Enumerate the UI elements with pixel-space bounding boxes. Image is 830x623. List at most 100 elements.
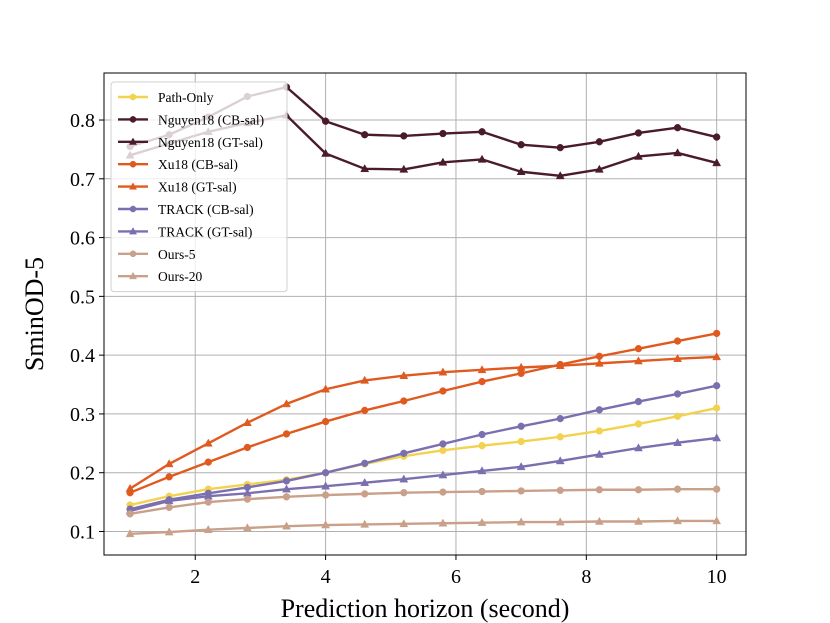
legend-entry-path-only: Path-Only bbox=[118, 90, 214, 105]
data-point-xu18-cb-sal bbox=[204, 458, 212, 466]
legend-swatch-marker bbox=[129, 205, 137, 213]
data-point-path-only bbox=[713, 404, 721, 412]
y-tick-label: 0.1 bbox=[70, 521, 95, 543]
data-point-xu18-gt-sal bbox=[125, 483, 135, 492]
data-point-xu18-gt-sal bbox=[634, 356, 643, 365]
data-point-ours-5 bbox=[517, 487, 525, 495]
y-tick-label: 0.6 bbox=[70, 228, 95, 250]
series-track-gt-sal bbox=[125, 433, 722, 515]
data-point-xu18-cb-sal bbox=[517, 369, 525, 378]
data-point-path-only bbox=[595, 427, 604, 435]
data-point-xu18-cb-sal bbox=[243, 443, 252, 452]
data-point-track-gt-sal bbox=[634, 443, 643, 452]
legend-label: Xu18 (CB-sal) bbox=[158, 157, 238, 172]
data-point-nguyen18-cb-sal bbox=[595, 138, 604, 146]
data-point-track-gt-sal bbox=[712, 433, 722, 442]
data-point-ours-20 bbox=[321, 520, 331, 529]
series-line-track-cb-sal bbox=[129, 384, 717, 511]
series-line-path-only bbox=[129, 406, 717, 507]
data-point-xu18-cb-sal bbox=[165, 473, 173, 481]
legend-entry-ours-5: Ours-5 bbox=[118, 247, 196, 262]
data-point-ours-20 bbox=[673, 516, 682, 525]
series-line-xu18-cb-sal bbox=[129, 332, 717, 494]
legend-label: Nguyen18 (GT-sal) bbox=[158, 135, 263, 150]
data-point-nguyen18-cb-sal bbox=[400, 132, 408, 140]
data-point-ours-20 bbox=[712, 516, 722, 525]
data-point-ours-5 bbox=[400, 489, 408, 497]
data-point-xu18-gt-sal bbox=[399, 371, 409, 379]
data-point-ours-20 bbox=[438, 518, 448, 527]
legend-swatch-marker bbox=[128, 271, 138, 280]
x-tick-label: 10 bbox=[707, 566, 727, 588]
legend-label: TRACK (GT-sal) bbox=[158, 224, 252, 239]
data-point-nguyen18-cb-sal bbox=[361, 131, 369, 139]
y-axis-label: SminOD-5 bbox=[20, 257, 49, 371]
data-point-ours-5 bbox=[478, 487, 486, 496]
legend-label: Ours-20 bbox=[158, 269, 202, 284]
data-point-path-only bbox=[556, 433, 564, 441]
data-point-xu18-gt-sal bbox=[282, 399, 291, 408]
legend-entry-ours-20: Ours-20 bbox=[118, 269, 202, 284]
legend-label: Xu18 (GT-sal) bbox=[158, 180, 237, 195]
data-point-xu18-gt-sal bbox=[673, 353, 682, 362]
data-point-track-gt-sal bbox=[321, 481, 331, 490]
series-line-ours-5 bbox=[129, 487, 717, 516]
data-point-xu18-cb-sal bbox=[713, 329, 721, 338]
series-ours-20 bbox=[125, 516, 722, 538]
data-point-nguyen18-gt-sal bbox=[673, 148, 682, 157]
data-point-ours-20 bbox=[516, 517, 526, 526]
data-point-path-only bbox=[673, 412, 682, 420]
legend-label: Path-Only bbox=[158, 90, 214, 105]
data-point-ours-20 bbox=[242, 523, 252, 532]
data-point-xu18-gt-sal bbox=[438, 367, 448, 376]
data-point-xu18-cb-sal bbox=[439, 387, 447, 395]
data-point-xu18-cb-sal bbox=[282, 430, 291, 438]
data-point-path-only bbox=[517, 437, 525, 446]
data-point-track-gt-sal bbox=[516, 462, 526, 471]
legend-entry-xu18-cb-sal: Xu18 (CB-sal) bbox=[118, 157, 238, 172]
data-point-nguyen18-gt-sal bbox=[594, 164, 604, 173]
legend-entry-track-cb-sal: TRACK (CB-sal) bbox=[118, 202, 254, 217]
legend-label: Ours-5 bbox=[158, 247, 196, 262]
data-point-track-cb-sal bbox=[713, 382, 721, 390]
x-tick-label: 6 bbox=[451, 566, 461, 588]
y-tick-label: 0.5 bbox=[70, 286, 95, 308]
legend-entry-xu18-gt-sal: Xu18 (GT-sal) bbox=[118, 180, 237, 195]
data-point-nguyen18-gt-sal bbox=[321, 148, 331, 157]
legend: Path-Only Nguyen18 (CB-sal) Nguyen18 (GT-s… bbox=[110, 81, 288, 293]
series-track-cb-sal bbox=[126, 382, 721, 513]
data-point-ours-5 bbox=[556, 486, 564, 494]
data-point-ours-20 bbox=[634, 516, 643, 525]
data-point-track-gt-sal bbox=[282, 484, 291, 493]
data-point-track-gt-sal bbox=[360, 477, 370, 486]
data-point-xu18-cb-sal bbox=[673, 337, 682, 345]
data-point-ours-5 bbox=[282, 493, 291, 501]
data-point-track-gt-sal bbox=[399, 474, 409, 483]
data-point-nguyen18-gt-sal bbox=[360, 164, 370, 173]
data-point-xu18-gt-sal bbox=[594, 358, 604, 367]
data-point-ours-20 bbox=[594, 516, 604, 525]
data-point-track-cb-sal bbox=[595, 406, 604, 414]
data-point-xu18-cb-sal bbox=[478, 377, 486, 386]
legend-swatch-marker bbox=[128, 182, 138, 190]
data-point-path-only bbox=[439, 446, 447, 455]
data-point-track-cb-sal bbox=[478, 430, 486, 439]
data-point-nguyen18-cb-sal bbox=[713, 133, 721, 141]
x-axis-label: Prediction horizon (second) bbox=[281, 594, 570, 623]
data-point-xu18-gt-sal bbox=[164, 459, 174, 468]
y-tick-label: 0.8 bbox=[70, 110, 95, 132]
data-point-nguyen18-gt-sal bbox=[438, 157, 448, 166]
y-tick-label: 0.3 bbox=[70, 404, 95, 426]
data-point-path-only bbox=[478, 442, 486, 450]
data-point-track-cb-sal bbox=[361, 459, 369, 467]
data-point-ours-20 bbox=[282, 521, 291, 530]
data-point-ours-20 bbox=[203, 525, 213, 533]
data-point-nguyen18-gt-sal bbox=[477, 154, 487, 163]
data-point-ours-5 bbox=[439, 488, 447, 496]
data-point-track-cb-sal bbox=[517, 422, 525, 430]
data-point-track-gt-sal bbox=[594, 449, 604, 458]
data-point-nguyen18-cb-sal bbox=[673, 124, 682, 132]
data-point-track-cb-sal bbox=[556, 414, 564, 423]
data-point-xu18-gt-sal bbox=[712, 352, 722, 361]
data-point-ours-20 bbox=[555, 517, 565, 526]
